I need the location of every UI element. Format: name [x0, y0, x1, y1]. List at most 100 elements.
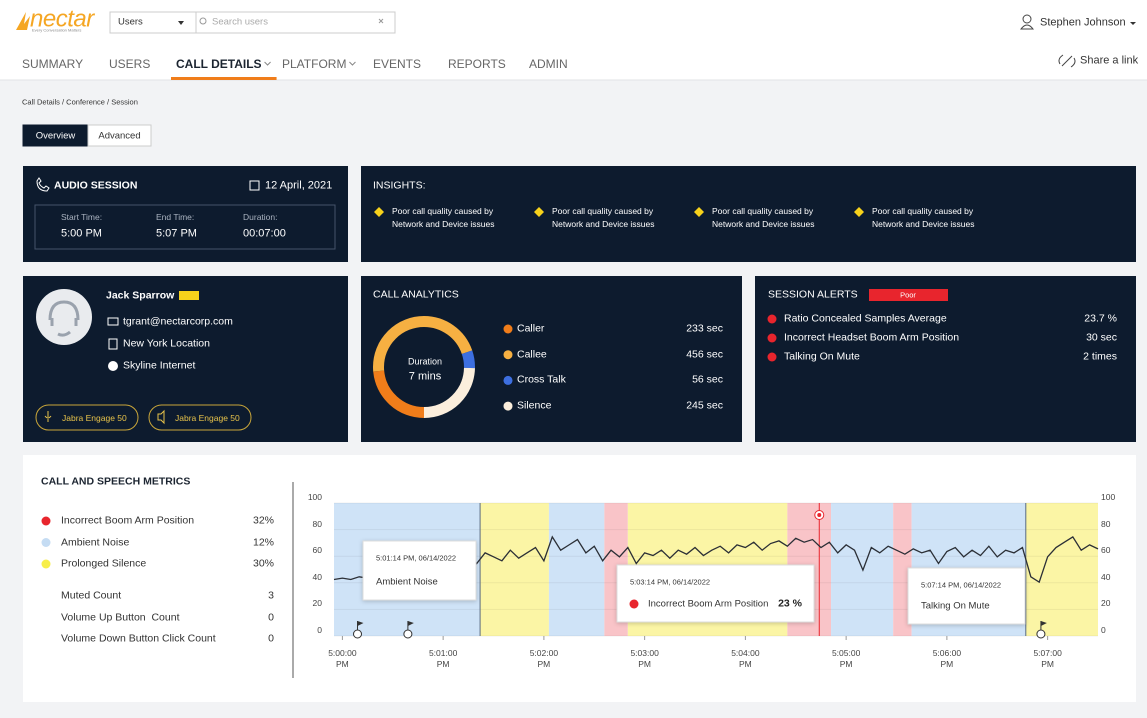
legend-label: Cross Talk	[517, 374, 566, 387]
breadcrumb: Call Details / Conference / Session	[22, 97, 138, 107]
donut-segment	[373, 316, 475, 418]
search-placeholder[interactable]: Search users	[212, 16, 268, 28]
x-tick-label: 5:07:00 PM	[1033, 648, 1062, 669]
nav-item[interactable]: PLATFORM	[282, 56, 347, 71]
legend-label: Ambient Noise	[61, 536, 130, 549]
y-tick-label: 100	[307, 491, 322, 502]
device-icon	[44, 411, 52, 422]
nav-item[interactable]: EVENTS	[373, 56, 422, 71]
status-label: Poor	[900, 290, 916, 300]
insight-diamond	[694, 207, 704, 217]
nav-item[interactable]: REPORTS	[448, 56, 506, 71]
user-icon-body	[1019, 24, 1035, 30]
nav-item[interactable]: CALL DETAILS	[176, 56, 262, 71]
band	[548, 503, 605, 636]
y2-tick-label: 80	[1101, 518, 1111, 529]
alert-label: Ratio Concealed Samples Average	[784, 312, 947, 325]
band	[480, 503, 549, 636]
flag-base[interactable]	[403, 629, 413, 639]
device-button[interactable]	[35, 404, 139, 431]
y-tick-label: 0	[317, 624, 322, 635]
y2-tick-label: 20	[1101, 598, 1111, 609]
device-icon	[157, 409, 165, 425]
tooltip-dot	[629, 599, 639, 609]
building-icon	[108, 338, 118, 350]
count-value: 0	[268, 632, 274, 645]
device-label[interactable]: Jabra Engage 50	[175, 412, 240, 423]
scope-select-label[interactable]: Users	[118, 16, 143, 28]
tab[interactable]	[87, 124, 152, 147]
field-value: 5:07 PM	[156, 227, 197, 240]
y-tick-label: 40	[312, 571, 322, 582]
flag-base[interactable]	[353, 629, 363, 639]
y-tick-label: 20	[312, 598, 322, 609]
nav-active-underline	[171, 77, 277, 80]
card-title: SESSION ALERTS	[768, 288, 858, 301]
alert-value: 30 sec	[1086, 331, 1117, 344]
insight-diamond	[374, 207, 384, 217]
legend-value: 245 sec	[686, 399, 723, 412]
legend-value: 456 sec	[686, 348, 723, 361]
link-icon	[1058, 54, 1076, 68]
user-menu[interactable]: Stephen Johnson	[1040, 16, 1126, 29]
vendor-badge	[179, 291, 199, 300]
card	[23, 166, 348, 262]
tooltip-text: Incorrect Boom Arm Position	[648, 598, 769, 610]
legend-value: 233 sec	[686, 322, 723, 335]
device-label[interactable]: Jabra Engage 50	[62, 412, 127, 423]
user-network: Skyline Internet	[123, 359, 196, 372]
band	[1025, 503, 1098, 636]
share-link[interactable]: Share a link	[1080, 54, 1139, 67]
user-email: tgrant@nectarcorp.com	[123, 315, 233, 328]
field-label: Duration:	[243, 211, 278, 222]
field-label: Start Time:	[61, 211, 103, 222]
avatar	[36, 289, 92, 345]
legend-value: 30%	[252, 557, 274, 570]
tooltip-value: 23 %	[778, 597, 802, 610]
nav-item[interactable]: ADMIN	[529, 56, 568, 71]
search-box[interactable]	[195, 11, 396, 34]
legend-dot	[503, 401, 513, 411]
legend-label: Prolonged Silence	[61, 557, 147, 570]
insight-text: Poor call quality caused by Network and …	[392, 206, 495, 229]
insight-diamond	[534, 207, 544, 217]
alert-dot	[767, 314, 777, 324]
alert-value: 2 times	[1083, 350, 1117, 363]
tab-label[interactable]: Advanced	[98, 130, 141, 142]
x-tick-label: 5:01:00 PM	[428, 648, 458, 669]
nav-caret	[264, 61, 271, 66]
card-title: AUDIO SESSION	[54, 179, 138, 192]
nav-item[interactable]: USERS	[109, 56, 151, 71]
card	[755, 276, 1136, 442]
search-icon	[199, 17, 207, 25]
tooltip-time: 5:03:14 PM, 06/14/2022	[630, 577, 711, 587]
caret	[178, 21, 184, 25]
caret	[1130, 22, 1136, 25]
user-icon	[1022, 14, 1032, 24]
tooltip	[907, 567, 1026, 625]
y2-tick-label: 60	[1101, 545, 1111, 556]
flag-base[interactable]	[1036, 629, 1046, 639]
session-date: 12 April, 2021	[265, 179, 333, 192]
y-tick-label: 60	[312, 545, 322, 556]
legend-dot	[41, 559, 51, 569]
flag	[357, 621, 364, 626]
tab-label[interactable]: Overview	[35, 130, 76, 142]
legend-value: 12%	[252, 536, 274, 549]
mail-icon	[107, 317, 119, 326]
tooltip-text: Ambient Noise	[376, 576, 438, 588]
count-label: Volume Down Button Click Count	[61, 632, 216, 645]
count-value: 0	[268, 611, 274, 624]
logo-mark	[16, 12, 30, 30]
tooltip-text: Talking On Mute	[921, 600, 990, 612]
tooltip	[616, 564, 815, 623]
nav-item[interactable]: SUMMARY	[22, 56, 84, 71]
device-button[interactable]	[148, 404, 252, 431]
alert-label: Incorrect Headset Boom Arm Position	[784, 331, 960, 344]
logo: nectar	[30, 5, 94, 33]
x-tick-label: 5:03:00 PM	[630, 648, 659, 669]
legend-dot	[503, 350, 513, 360]
phone-icon	[36, 177, 50, 192]
